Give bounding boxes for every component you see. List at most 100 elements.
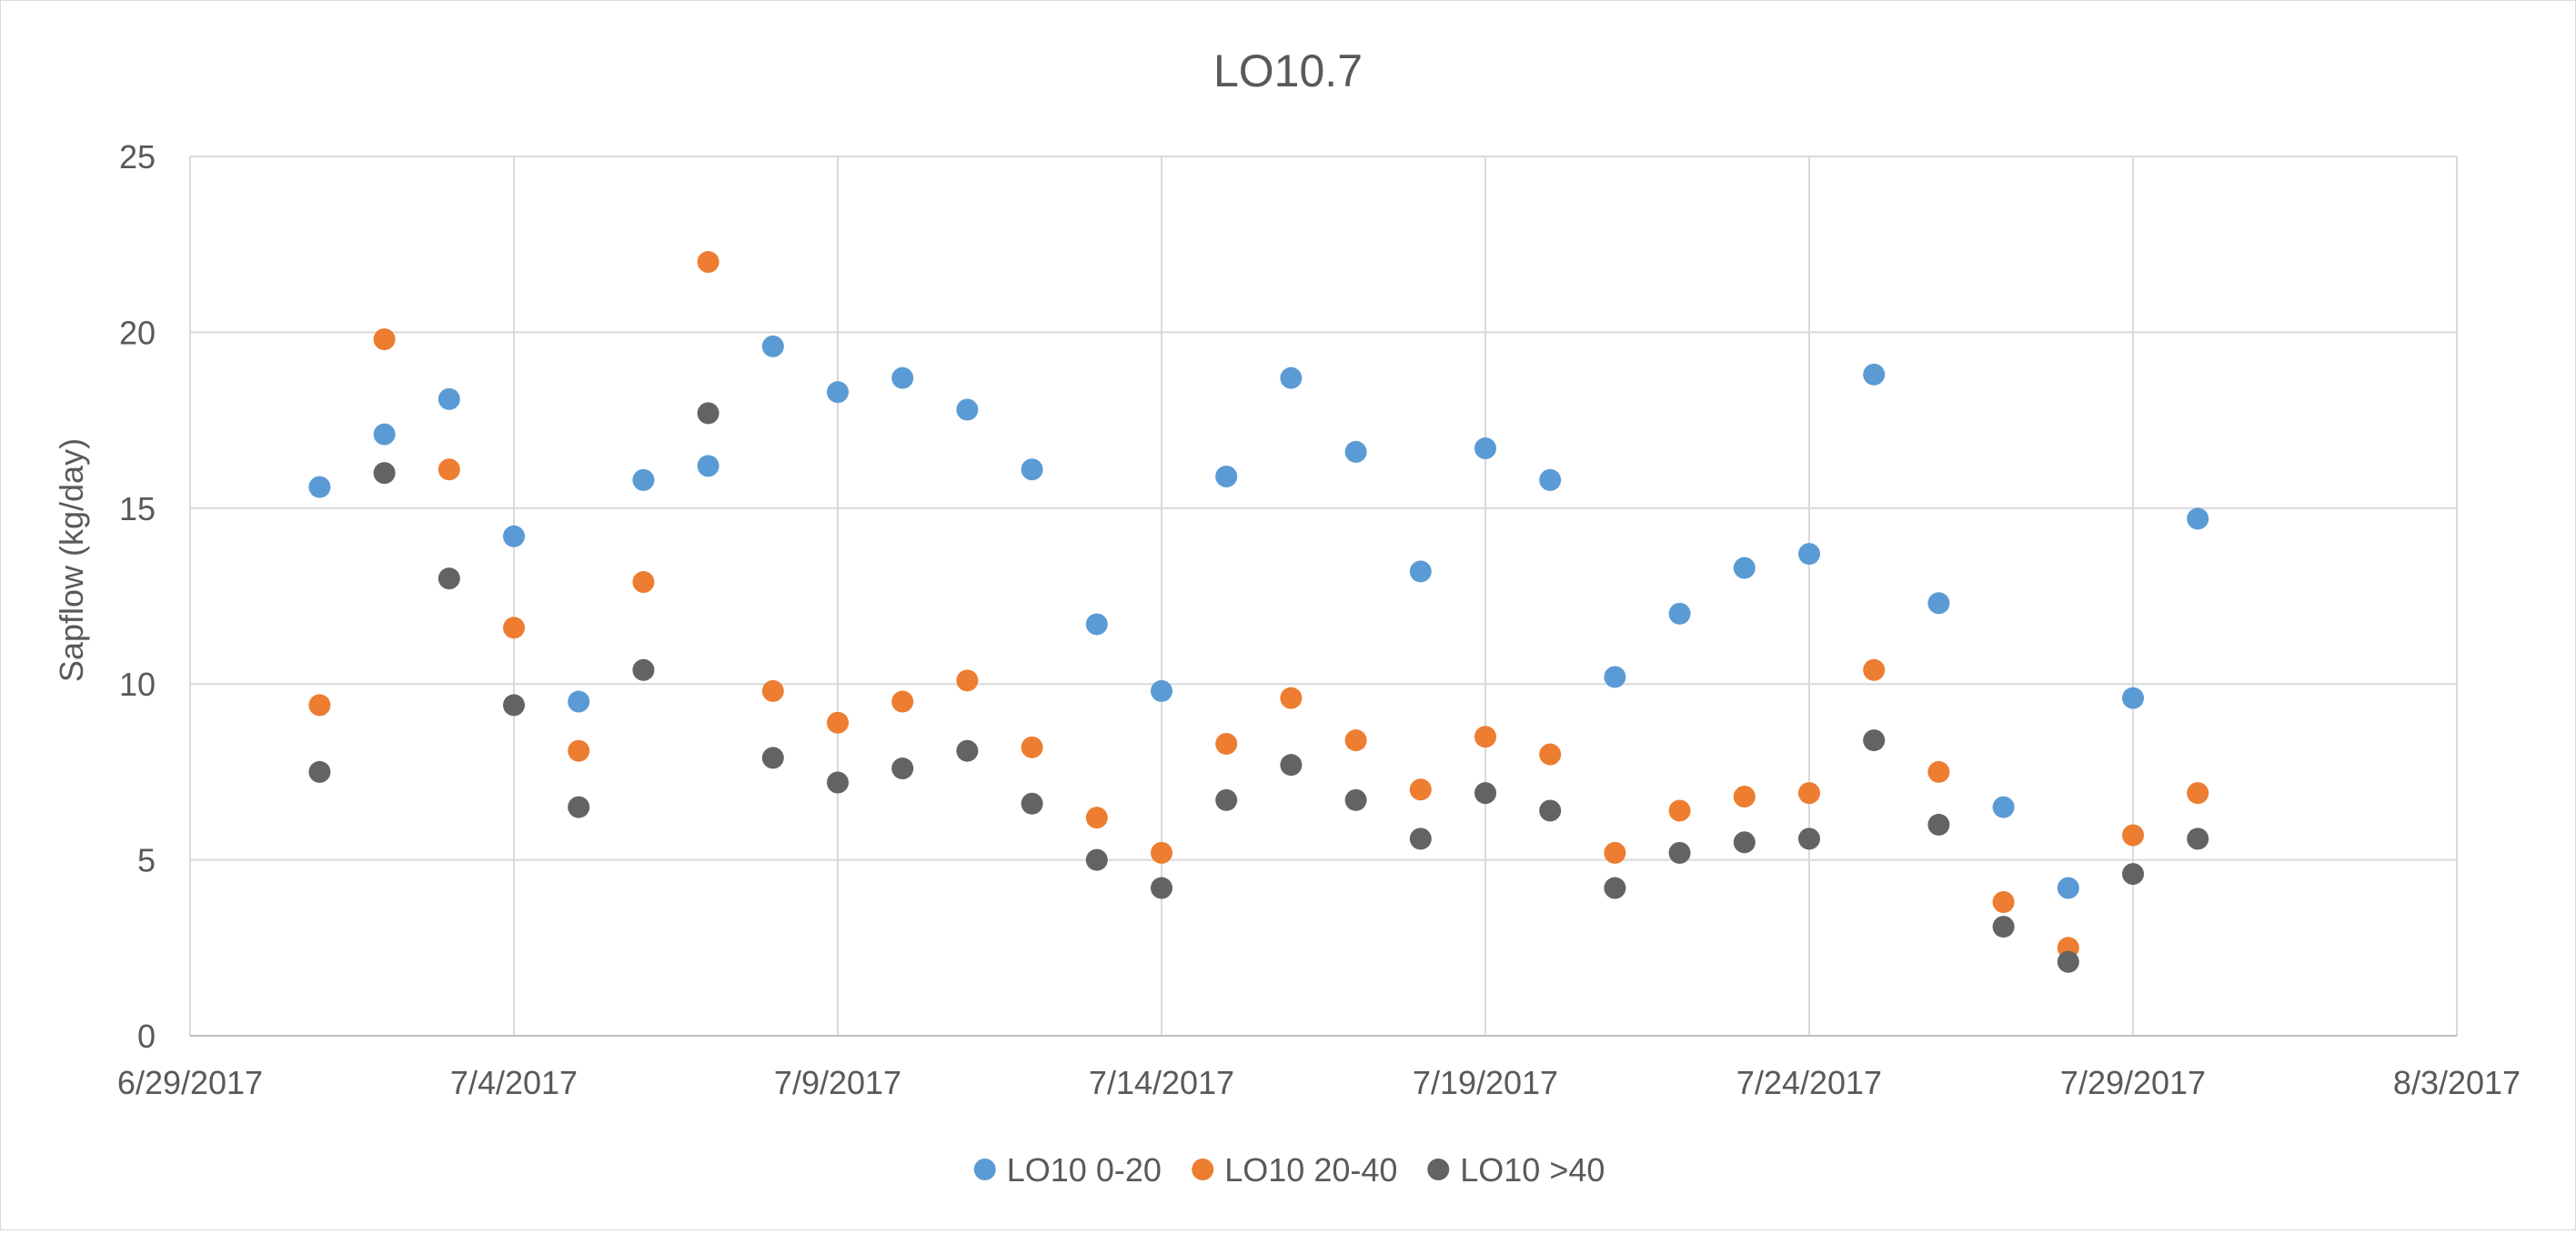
data-point (2187, 507, 2209, 530)
series-2 (308, 251, 2209, 959)
data-point (1668, 841, 1691, 864)
data-point (827, 711, 849, 734)
data-point (891, 757, 914, 780)
data-point (1344, 788, 1367, 811)
data-point (1539, 468, 1562, 491)
data-point (1215, 465, 1238, 487)
x-tick-label: 7/19/2017 (1413, 1064, 1558, 1101)
data-point (761, 679, 784, 702)
data-point (1539, 743, 1562, 766)
data-point (697, 251, 719, 274)
data-point (1798, 782, 1820, 805)
data-point (503, 694, 525, 717)
data-point (2057, 877, 2079, 899)
data-point (1151, 841, 1172, 864)
data-point (1280, 687, 1303, 709)
legend-marker (1427, 1159, 1450, 1180)
data-point (1280, 754, 1303, 777)
data-point (891, 366, 914, 389)
data-point (1151, 877, 1172, 899)
x-tick-label: 7/4/2017 (450, 1064, 578, 1101)
data-point (1927, 760, 1950, 783)
y-tick-label: 20 (119, 314, 156, 351)
gridlines (189, 156, 2458, 1037)
data-point (308, 476, 331, 498)
data-point (2187, 782, 2209, 805)
data-point (1863, 729, 1886, 752)
data-point (956, 669, 979, 692)
data-point (1215, 732, 1238, 755)
legend-item-2: LO10 20-40 (1192, 1151, 1397, 1189)
data-point (1409, 828, 1432, 850)
chart-title: LO10.7 (1213, 45, 1363, 96)
legend-label: LO10 >40 (1460, 1151, 1605, 1189)
data-point (1798, 543, 1820, 566)
data-point (632, 658, 655, 681)
data-point (1733, 557, 1756, 579)
data-point (827, 771, 849, 794)
data-point (632, 468, 655, 491)
data-point (1863, 658, 1886, 681)
data-point (1215, 788, 1238, 811)
legend-label: LO10 0-20 (1007, 1151, 1162, 1189)
y-tick-label: 25 (119, 138, 156, 176)
data-point (697, 455, 719, 477)
data-point (1733, 831, 1756, 854)
data-point (632, 571, 655, 594)
axes: 0 5 10 15 20 25 6/29/2017 7/4/2017 7/9/2017 7/14/… (117, 138, 2521, 1101)
data-point (1668, 602, 1691, 625)
data-point (373, 462, 396, 485)
x-tick-label: 7/14/2017 (1089, 1064, 1234, 1101)
data-point (568, 690, 590, 713)
x-tick-label: 6/29/2017 (117, 1064, 263, 1101)
data-point (1992, 916, 2015, 938)
legend-item-1: LO10 0-20 (973, 1151, 1162, 1189)
data-point (1539, 799, 1562, 822)
data-point (2187, 828, 2209, 850)
legend-label: LO10 20-40 (1224, 1151, 1397, 1189)
x-tick-label: 7/24/2017 (1736, 1064, 1882, 1101)
legend-item-3: LO10 >40 (1427, 1151, 1605, 1189)
data-point (956, 739, 979, 762)
data-point (891, 690, 914, 713)
x-tick-label: 7/9/2017 (774, 1064, 901, 1101)
data-point (1604, 841, 1626, 864)
data-point (1992, 796, 2015, 818)
data-point (1409, 778, 1432, 801)
data-point (1863, 363, 1886, 386)
data-point (1604, 877, 1626, 899)
data-point (568, 796, 590, 818)
data-point (308, 760, 331, 783)
data-point (2122, 824, 2144, 847)
data-points (308, 251, 2209, 973)
data-point (1992, 891, 2015, 914)
data-point (1927, 813, 1950, 836)
data-point (1151, 679, 1172, 702)
data-point (373, 423, 396, 446)
data-point (1021, 792, 1043, 815)
x-tick-label: 7/29/2017 (2060, 1064, 2206, 1101)
legend: LO10 0-20 LO10 20-40 LO10 >40 (973, 1151, 1605, 1189)
data-point (1085, 613, 1108, 636)
data-point (373, 328, 396, 351)
data-point (1733, 785, 1756, 808)
data-point (1344, 440, 1367, 463)
data-point (1021, 458, 1043, 481)
y-tick-label: 15 (119, 490, 156, 527)
data-point (1927, 592, 1950, 615)
data-point (568, 739, 590, 762)
data-point (761, 335, 784, 357)
data-point (697, 402, 719, 425)
data-point (503, 617, 525, 639)
data-point (438, 458, 460, 481)
data-point (2057, 950, 2079, 973)
data-point (1021, 736, 1043, 758)
data-point (308, 694, 331, 717)
data-point (761, 747, 784, 769)
data-point (956, 398, 979, 421)
data-point (1798, 828, 1820, 850)
data-point (1085, 848, 1108, 871)
data-point (2122, 687, 2144, 709)
